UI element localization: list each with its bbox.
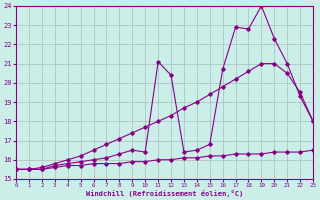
X-axis label: Windchill (Refroidissement éolien,°C): Windchill (Refroidissement éolien,°C) bbox=[86, 190, 243, 197]
